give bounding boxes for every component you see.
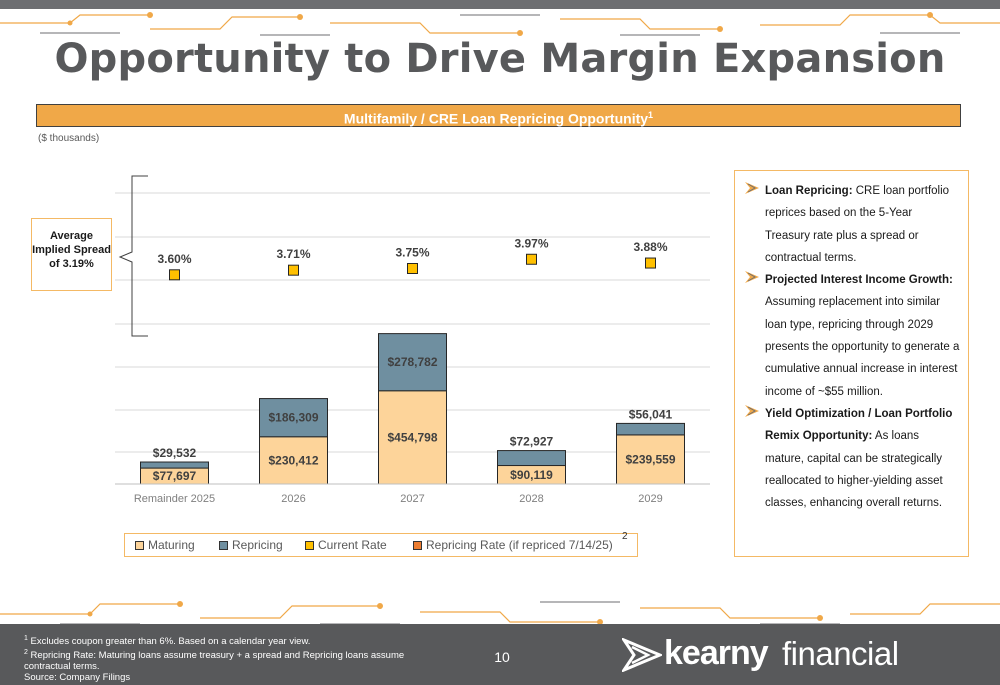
legend-item: Current Rate — [305, 538, 387, 552]
page-title: Opportunity to Drive Margin Expansion — [54, 36, 946, 82]
spread-callout: Average Implied Spread of 3.19% — [31, 218, 112, 291]
chevron-bullet-icon — [745, 271, 759, 284]
x-tick-label: 2029 — [638, 493, 662, 505]
banner-text: Multifamily / CRE Loan Repricing Opportu… — [343, 110, 649, 127]
x-tick-label: 2027 — [400, 493, 424, 505]
data-label-maturing: $230,412 — [268, 453, 318, 467]
data-label-maturing: $454,798 — [387, 430, 437, 444]
data-label-current-rate: 3.88% — [633, 240, 667, 254]
marker-current-rate — [288, 264, 299, 276]
top-bar — [0, 0, 1000, 9]
data-label-maturing: $90,119 — [510, 468, 553, 482]
commentary-box: Loan Repricing: CRE loan portfolio repri… — [734, 170, 969, 557]
footnote-2: Repricing Rate: Maturing loans assume tr… — [24, 650, 405, 673]
marker-current-rate — [169, 269, 180, 281]
bullet-text: As loans mature, capital can be strategi… — [765, 430, 943, 510]
legend-swatch — [219, 541, 228, 550]
banner-footnote-mark: 1 — [648, 110, 654, 120]
bar-maturing — [378, 390, 447, 485]
bullet-yield-optimization: Yield Optimization / Loan Portfolio Remi… — [743, 403, 960, 514]
circuit-decoration-top — [0, 12, 1000, 36]
source-note: Source: Company Filings — [24, 672, 131, 684]
chart-banner: Multifamily / CRE Loan Repricing Opportu… — [36, 104, 961, 127]
data-label-maturing: $239,559 — [625, 452, 675, 466]
x-tick-label: 2026 — [281, 493, 305, 505]
data-label-current-rate: 3.71% — [276, 247, 310, 261]
data-label-current-rate: 3.60% — [157, 252, 191, 266]
bullet-text: CRE loan portfolio reprices based on the… — [765, 185, 950, 264]
x-tick-label: Remainder 2025 — [134, 493, 215, 505]
data-label-repricing: $72,927 — [510, 435, 554, 449]
bullet-loan-repricing: Loan Repricing: CRE loan portfolio repri… — [743, 180, 960, 269]
company-logo: kearny financial corp. — [622, 634, 972, 685]
data-label-repricing: $56,041 — [629, 407, 673, 421]
data-label-maturing: $77,697 — [153, 469, 197, 483]
bullet-heading: Projected Interest Income Growth: — [765, 274, 953, 287]
chevron-bullet-icon — [745, 182, 759, 194]
footnote-1: Excludes coupon greater than 6%. Based o… — [27, 636, 311, 648]
legend-item: Repricing Rate (if repriced 7/14/25) — [413, 538, 613, 552]
legend-label: Repricing Rate (if repriced 7/14/25) — [426, 538, 613, 552]
spread-bracket — [118, 175, 148, 337]
footnote-1-mark: 1 — [24, 635, 28, 642]
legend-item: Maturing — [135, 538, 195, 552]
units-note: ($ thousands) — [38, 133, 100, 144]
legend-swatch — [413, 541, 422, 550]
data-label-current-rate: 3.97% — [514, 236, 548, 250]
bar-repricing — [140, 461, 209, 469]
bar-repricing — [497, 450, 566, 467]
bar-repricing — [616, 422, 685, 436]
legend-item: Repricing — [219, 538, 283, 552]
marker-current-rate — [645, 257, 656, 269]
bullet-text: Assuming replacement into similar loan t… — [765, 296, 960, 398]
x-tick-label: 2028 — [519, 493, 543, 505]
bullet-interest-income-growth: Projected Interest Income Growth: Assumi… — [743, 269, 960, 403]
logo-wordmark-light: financial corp. — [782, 635, 899, 685]
data-label-repricing: $29,532 — [153, 446, 197, 460]
bar-maturing — [259, 436, 328, 485]
data-label-repricing: $186,309 — [268, 411, 318, 425]
footer-bar: 1 Excludes coupon greater than 6%. Based… — [0, 624, 1000, 685]
bar-repricing — [378, 333, 447, 392]
bar-repricing — [259, 398, 328, 438]
chevron-bullet-icon — [745, 404, 759, 417]
legend-label: Maturing — [148, 538, 195, 552]
data-label-current-rate: 3.75% — [395, 246, 429, 260]
legend-swatch — [305, 541, 314, 550]
footnotes: 1 Excludes coupon greater than 6%. Based… — [24, 633, 444, 683]
page-number: 10 — [494, 649, 510, 665]
legend-swatch — [135, 541, 144, 550]
bullet-heading: Yield Optimization / Loan Portfolio Remi… — [765, 407, 953, 443]
bullet-heading: Loan Repricing: — [765, 185, 853, 197]
data-label-repricing: $278,782 — [387, 355, 437, 369]
chevron-mark-icon — [622, 638, 662, 672]
marker-current-rate — [526, 253, 537, 265]
chart-legend: Maturing Repricing Current Rate Repricing R… — [124, 533, 638, 557]
legend-label: Repricing — [232, 538, 283, 552]
logo-wordmark-bold: kearny — [664, 634, 769, 672]
legend-label: Current Rate — [318, 538, 387, 552]
marker-current-rate — [407, 263, 418, 274]
legend-footnote-mark: 2 — [622, 531, 628, 542]
footnote-2-mark: 2 — [24, 649, 28, 657]
